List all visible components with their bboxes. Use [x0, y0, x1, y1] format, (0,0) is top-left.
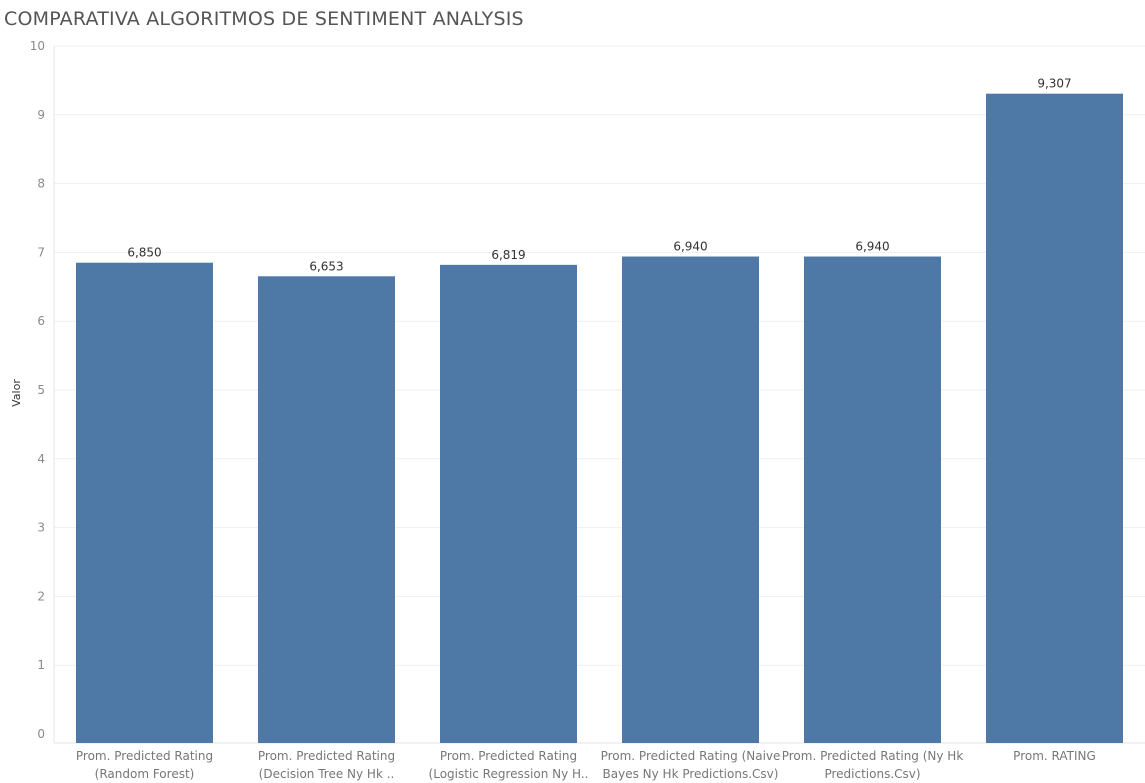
x-category-label: Prom. Predicted Rating (Logistic Regressi…: [429, 749, 589, 781]
data-labels: 6,850 6,653 6,819 6,940 6,940 9,307: [127, 77, 1071, 274]
bar[interactable]: [258, 276, 395, 743]
data-label: 6,819: [491, 248, 525, 262]
y-tick-label: 2: [37, 589, 45, 603]
data-label: 6,850: [127, 246, 161, 260]
y-tick-label: 7: [37, 245, 45, 259]
x-category-label: Prom. RATING: [1013, 749, 1096, 763]
data-label: 6,940: [855, 240, 889, 254]
bar[interactable]: [76, 262, 213, 743]
data-label: 6,653: [309, 259, 343, 273]
x-category-label: Prom. Predicted Rating (Naive Bayes Ny Hk…: [601, 749, 781, 781]
bar[interactable]: [986, 93, 1123, 743]
data-label: 9,307: [1037, 77, 1071, 91]
bars: [76, 93, 1123, 743]
y-axis-title: Valor: [10, 379, 23, 407]
y-tick-label: 0: [37, 727, 45, 741]
y-tick-label: 5: [37, 383, 45, 397]
gridlines: [54, 45, 1145, 666]
y-tick-label: 3: [37, 521, 45, 535]
bar[interactable]: [804, 256, 941, 743]
y-tick-label: 9: [37, 108, 45, 122]
y-tick-label: 6: [37, 314, 45, 328]
chart-title: COMPARATIVA ALGORITMOS DE SENTIMENT ANAL…: [4, 8, 524, 30]
x-category-label: Prom. Predicted Rating (Random Forest): [76, 749, 213, 781]
y-tick-label: 10: [30, 39, 45, 53]
bar[interactable]: [622, 256, 759, 743]
x-category-label: Prom. Predicted Rating (Decision Tree Ny …: [258, 749, 395, 781]
data-label: 6,940: [673, 240, 707, 254]
x-axis-categories: Prom. Predicted Rating (Random Forest) Pro…: [76, 749, 1096, 781]
x-category-label: Prom. Predicted Rating (Ny Hk Predictions…: [782, 749, 964, 781]
y-tick-label: 8: [37, 177, 45, 191]
y-tick-label: 1: [37, 658, 45, 672]
y-axis: 0 1 2 3 4 5 6 7 8 9 10 Valor: [10, 39, 1145, 744]
bar[interactable]: [440, 264, 577, 743]
y-tick-label: 4: [37, 452, 45, 466]
